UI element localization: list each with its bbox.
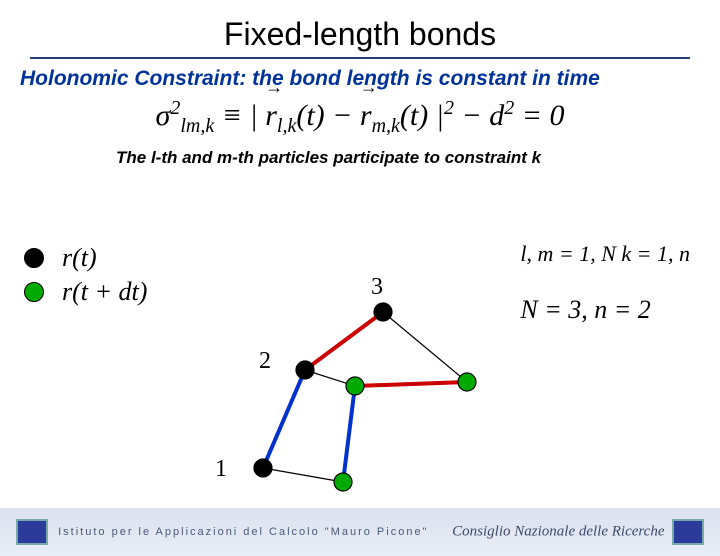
logo-icon xyxy=(672,519,704,545)
index-range: l, m = 1, N k = 1, n xyxy=(520,241,690,267)
footer-right: Consiglio Nazionale delle Ricerche xyxy=(452,519,704,545)
example-values: N = 3, n = 2 xyxy=(520,295,690,325)
svg-text:3: 3 xyxy=(371,274,383,300)
svg-text:1: 1 xyxy=(215,456,227,482)
legend: r(t) r(t + dt) xyxy=(24,241,147,309)
legend-item-rtdt: r(t + dt) xyxy=(24,275,147,309)
legend-label: r(t + dt) xyxy=(62,277,147,307)
svg-text:2: 2 xyxy=(259,348,271,374)
legend-item-rt: r(t) xyxy=(24,241,147,275)
legend-dot-green xyxy=(24,282,44,302)
caption: The l-th and m-th particles participate … xyxy=(116,148,720,168)
footer-bar: Istituto per le Applicazioni del Calcolo… xyxy=(0,508,720,556)
legend-dot-black xyxy=(24,248,44,268)
index-definitions: l, m = 1, N k = 1, n N = 3, n = 2 xyxy=(520,241,690,325)
page-title: Fixed-length bonds xyxy=(0,16,720,53)
constraint-equation: σ2lm,k ≡ | rl,k(t) − rm,k(t) |2 − d2 = 0 xyxy=(0,97,720,138)
footer-left: Istituto per le Applicazioni del Calcolo… xyxy=(16,519,428,545)
title-rule xyxy=(30,57,690,59)
logo-icon xyxy=(16,519,48,545)
constraint-diagram: 1 2 3 xyxy=(205,252,505,492)
legend-label: r(t) xyxy=(62,243,97,273)
